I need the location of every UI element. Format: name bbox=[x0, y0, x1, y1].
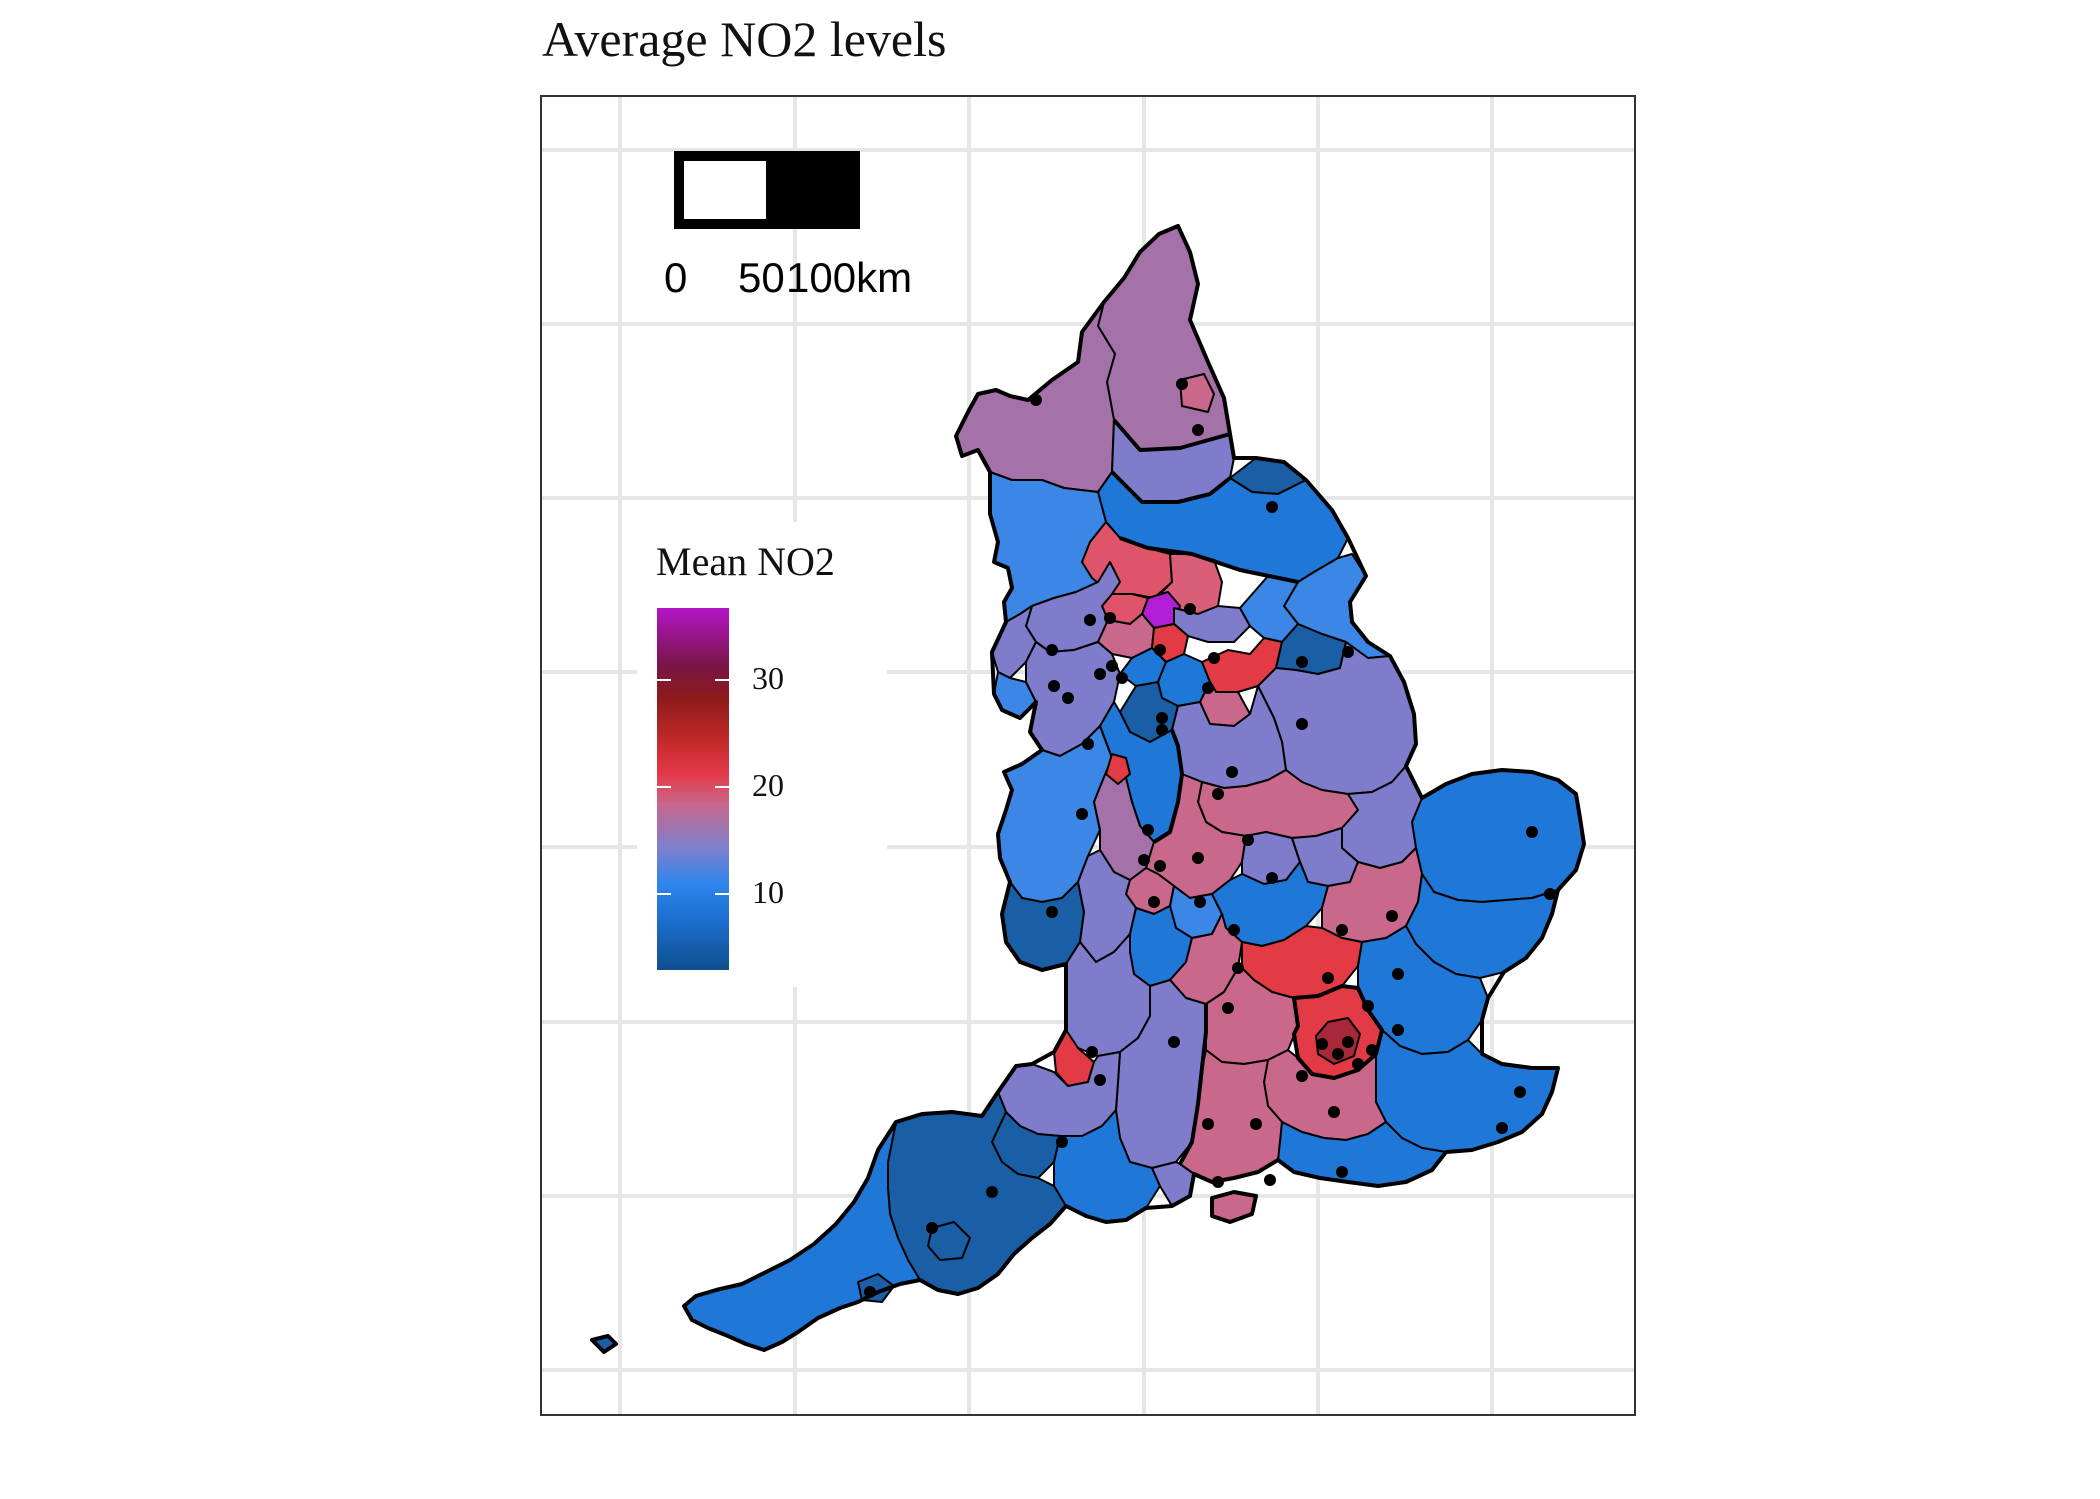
region-kent bbox=[1375, 1029, 1559, 1153]
station-points bbox=[864, 378, 1556, 1298]
legend-title: Mean NO2 bbox=[656, 539, 835, 584]
scale-label-100km: 100km bbox=[786, 254, 913, 301]
map-title: Average NO2 levels bbox=[542, 11, 947, 67]
region-london-core bbox=[1315, 1017, 1361, 1065]
scale-bar bbox=[674, 151, 860, 229]
boundary-lines bbox=[590, 224, 1586, 1354]
legend-label-10: 10 bbox=[752, 874, 784, 910]
scale-label-0: 0 bbox=[664, 254, 688, 301]
region-exeter bbox=[927, 1221, 971, 1261]
scale-bar-white bbox=[674, 151, 776, 229]
legend-label-20: 20 bbox=[752, 767, 784, 803]
region-tyne-wear bbox=[1179, 373, 1215, 413]
scale-label-50: 50 bbox=[738, 254, 785, 301]
map-canvas bbox=[542, 97, 1634, 1414]
region-stoke bbox=[1105, 753, 1131, 785]
legend-label-30: 30 bbox=[752, 660, 784, 696]
region-northumberland bbox=[1097, 225, 1231, 451]
region-cornwall bbox=[683, 1121, 921, 1351]
scale-bar-black bbox=[766, 151, 860, 229]
legend-colorbar bbox=[657, 608, 729, 970]
map-panel bbox=[540, 95, 1636, 1416]
